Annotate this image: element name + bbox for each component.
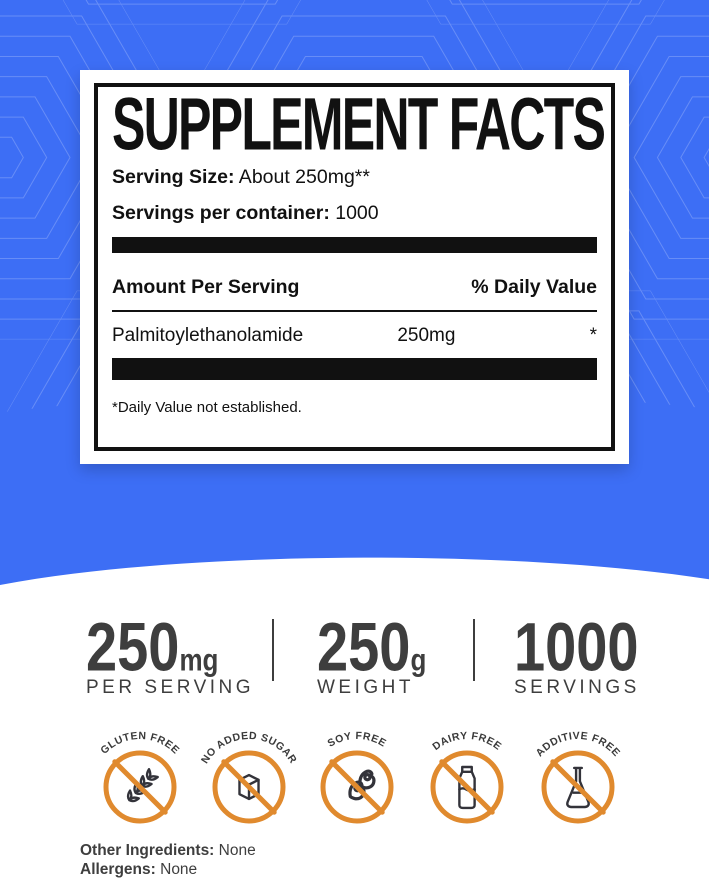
svg-text:NO ADDED SUGAR: NO ADDED SUGAR [199, 730, 299, 766]
svg-text:SOY FREE: SOY FREE [326, 730, 389, 750]
svg-text:DAIRY FREE: DAIRY FREE [430, 730, 503, 753]
